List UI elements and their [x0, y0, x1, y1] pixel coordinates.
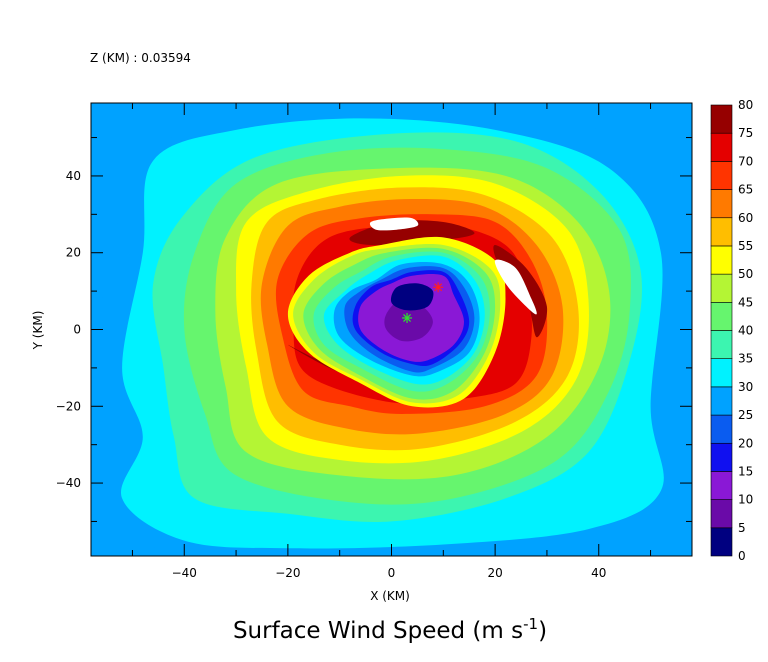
colorbar-swatch: [710, 302, 733, 331]
marker-green-star: [402, 312, 413, 323]
colorbar-label: 60: [738, 211, 753, 225]
y-tick-label: 0: [73, 323, 81, 337]
colorbar-swatch: [710, 414, 733, 444]
missing-data-region: [369, 217, 419, 231]
chart-title-main: Surface Wind Speed (m s: [233, 618, 523, 644]
colorbar-label: 50: [738, 267, 753, 281]
colorbar-label: 5: [738, 521, 746, 535]
marker-layer: [402, 282, 444, 323]
colorbar-swatch: [710, 245, 733, 275]
colorbar-swatch: [710, 132, 733, 162]
y-tick-label: 40: [66, 169, 81, 183]
contour-band-0: [390, 283, 434, 311]
colorbar-swatch: [710, 273, 733, 303]
colorbar-swatch: [710, 527, 733, 557]
colorbar-label: 55: [738, 239, 753, 253]
colorbar-swatch: [710, 104, 733, 134]
contour-bands: [91, 113, 692, 553]
colorbar-label: 45: [738, 295, 753, 309]
marker-stroke: [434, 283, 443, 292]
colorbar-swatch: [710, 358, 733, 388]
colorbar-label: 65: [738, 183, 753, 197]
colorbar-label: 40: [738, 324, 753, 338]
missing-data-region: [494, 259, 537, 315]
x-tick-label: 20: [487, 566, 502, 580]
level-label: Z (KM) : 0.03594: [90, 51, 191, 65]
colorbar-label: 80: [738, 98, 753, 112]
marker-stroke: [403, 314, 412, 322]
x-axis-label: X (KM): [370, 589, 410, 603]
colorbar-label: 10: [738, 493, 753, 507]
x-tick-label: −20: [275, 566, 300, 580]
chart-title-superscript: -1: [523, 615, 538, 633]
colorbar-label: 0: [738, 549, 746, 563]
colorbar-label: 70: [738, 154, 753, 168]
axis-layer: −40 −20 0 20 40 −40 −20 0 20 40: [56, 102, 693, 580]
x-tick-label: 0: [388, 566, 396, 580]
marker-red-star: [433, 282, 444, 293]
colorbar-label: 30: [738, 380, 753, 394]
colorbar-label: 35: [738, 352, 753, 366]
colorbar: 0 5 10 15 20 25 30 35 40 45 50 55 60 65 70 75 80: [710, 98, 753, 563]
colorbar-swatch: [710, 499, 733, 529]
x-tick-label: −40: [172, 566, 197, 580]
colorbar-swatch: [710, 189, 733, 219]
y-axis-label: Y (KM): [31, 311, 45, 351]
colorbar-label: 75: [738, 126, 753, 140]
colorbar-label: 20: [738, 436, 753, 450]
colorbar-label: 25: [738, 408, 753, 422]
colorbar-label: 15: [738, 464, 753, 478]
colorbar-swatch: [710, 386, 733, 416]
chart-title-suffix: ): [538, 618, 547, 644]
y-tick-label: −20: [56, 399, 81, 413]
x-tick-label: 40: [591, 566, 606, 580]
chart-title: Surface Wind Speed (m s-1): [233, 615, 547, 644]
contour-layer: [91, 113, 692, 553]
colorbar-swatch: [710, 217, 733, 247]
colorbar-swatch: [710, 330, 733, 359]
colorbar-swatch: [710, 471, 733, 500]
colorbar-swatch: [710, 161, 733, 190]
y-tick-label: −40: [56, 476, 81, 490]
colorbar-swatch: [710, 442, 733, 472]
y-tick-label: 20: [66, 246, 81, 260]
